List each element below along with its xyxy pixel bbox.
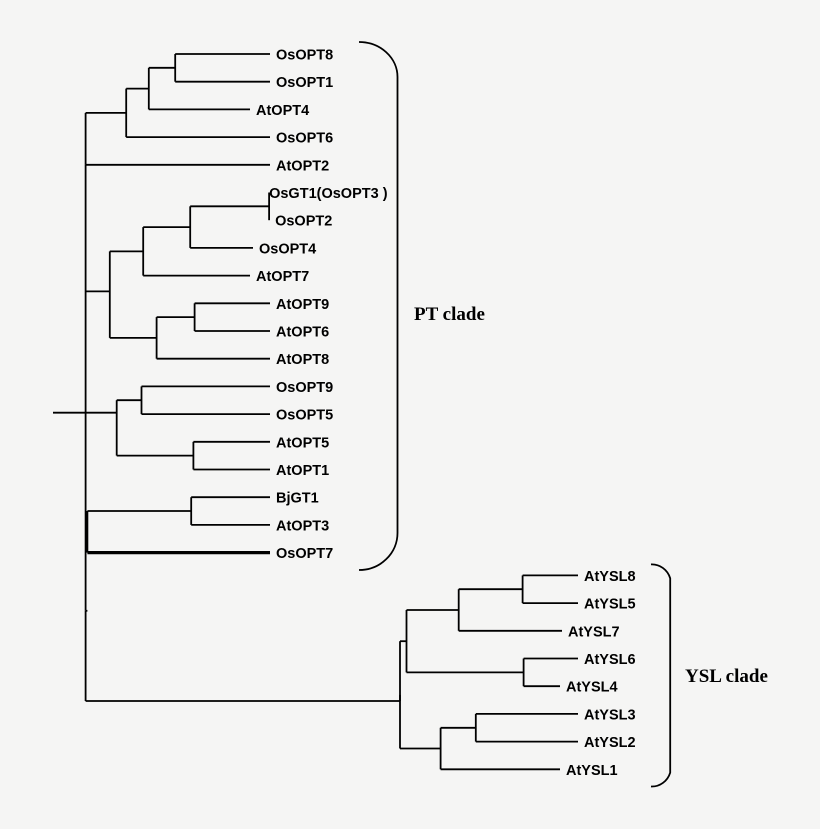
svg-text:YSL clade: YSL clade bbox=[685, 666, 768, 687]
svg-text:AtOPT8: AtOPT8 bbox=[276, 352, 329, 368]
svg-text:OsOPT8: OsOPT8 bbox=[276, 48, 333, 64]
svg-text:AtYSL5: AtYSL5 bbox=[584, 597, 636, 613]
svg-text:OsOPT6: OsOPT6 bbox=[276, 131, 333, 147]
svg-text:AtYSL2: AtYSL2 bbox=[584, 735, 636, 751]
svg-text:OsOPT7: OsOPT7 bbox=[276, 546, 333, 562]
svg-text:OsOPT9: OsOPT9 bbox=[276, 380, 333, 396]
svg-text:OsOPT1: OsOPT1 bbox=[276, 75, 333, 91]
svg-text:AtYSL1: AtYSL1 bbox=[566, 763, 618, 779]
svg-text:AtOPT3: AtOPT3 bbox=[276, 518, 329, 534]
svg-text:OsOPT2: OsOPT2 bbox=[275, 214, 332, 230]
svg-text:OsGT1(OsOPT3 ): OsGT1(OsOPT3 ) bbox=[269, 186, 388, 202]
svg-text:AtOPT5: AtOPT5 bbox=[276, 435, 329, 451]
svg-text:BjGT1: BjGT1 bbox=[276, 491, 319, 507]
svg-text:PT clade: PT clade bbox=[414, 304, 485, 325]
svg-text:AtOPT9: AtOPT9 bbox=[276, 297, 329, 313]
svg-text:AtYSL4: AtYSL4 bbox=[566, 680, 618, 696]
svg-text:AtYSL7: AtYSL7 bbox=[568, 624, 620, 640]
svg-text:AtOPT1: AtOPT1 bbox=[276, 463, 329, 479]
svg-text:AtYSL6: AtYSL6 bbox=[584, 652, 636, 668]
svg-text:AtOPT7: AtOPT7 bbox=[256, 269, 309, 285]
svg-text:AtYSL8: AtYSL8 bbox=[584, 569, 636, 585]
svg-text:AtOPT4: AtOPT4 bbox=[256, 103, 309, 119]
svg-text:OsOPT4: OsOPT4 bbox=[259, 241, 316, 257]
svg-text:AtYSL3: AtYSL3 bbox=[584, 707, 636, 723]
svg-text:AtOPT6: AtOPT6 bbox=[276, 325, 329, 341]
svg-text:OsOPT5: OsOPT5 bbox=[276, 408, 333, 424]
svg-text:AtOPT2: AtOPT2 bbox=[276, 158, 329, 174]
